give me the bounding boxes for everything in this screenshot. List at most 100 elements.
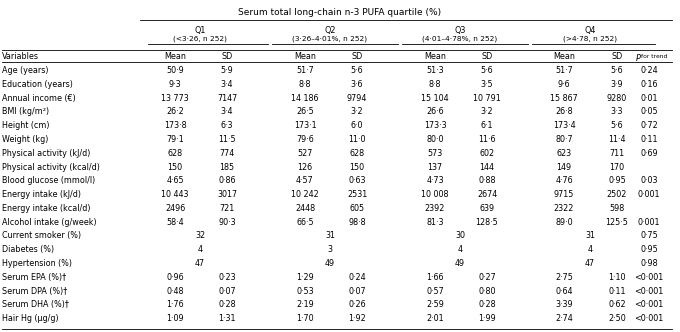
Text: 0·72: 0·72 — [640, 121, 658, 130]
Text: 3·2: 3·2 — [481, 107, 493, 117]
Text: 149: 149 — [556, 163, 572, 172]
Text: 3·6: 3·6 — [351, 80, 363, 89]
Text: Variables: Variables — [2, 52, 39, 61]
Text: 173·3: 173·3 — [424, 121, 446, 130]
Text: 11·5: 11·5 — [218, 135, 236, 144]
Text: Hypertension (%): Hypertension (%) — [2, 259, 72, 268]
Text: 623: 623 — [556, 149, 572, 158]
Text: 2496: 2496 — [165, 204, 185, 213]
Text: 9794: 9794 — [347, 94, 367, 103]
Text: 2·75: 2·75 — [555, 273, 573, 282]
Text: 527: 527 — [297, 149, 313, 158]
Text: 0·57: 0·57 — [426, 287, 444, 295]
Text: 0·64: 0·64 — [556, 287, 573, 295]
Text: 30: 30 — [455, 231, 465, 240]
Text: 66·5: 66·5 — [296, 218, 313, 227]
Text: 0·24: 0·24 — [640, 66, 658, 75]
Text: 4: 4 — [458, 245, 462, 254]
Text: 128·5: 128·5 — [475, 218, 498, 227]
Text: 573: 573 — [427, 149, 443, 158]
Text: 51·3: 51·3 — [426, 66, 444, 75]
Text: 0·63: 0·63 — [348, 176, 366, 185]
Text: 126: 126 — [297, 163, 313, 172]
Text: 1·70: 1·70 — [296, 314, 313, 323]
Text: 5·6: 5·6 — [611, 121, 624, 130]
Text: (>4·78, n 252): (>4·78, n 252) — [563, 35, 617, 42]
Text: 14 186: 14 186 — [291, 94, 319, 103]
Text: 2·50: 2·50 — [608, 314, 626, 323]
Text: 5·9: 5·9 — [220, 66, 233, 75]
Text: 0·48: 0·48 — [166, 287, 184, 295]
Text: 58·4: 58·4 — [166, 218, 184, 227]
Text: Physical activity (kJ/d): Physical activity (kJ/d) — [2, 149, 90, 158]
Text: 2·01: 2·01 — [426, 314, 444, 323]
Text: 0·11: 0·11 — [608, 287, 626, 295]
Text: 10 242: 10 242 — [291, 190, 319, 199]
Text: 90·3: 90·3 — [218, 218, 236, 227]
Text: 2322: 2322 — [554, 204, 574, 213]
Text: 170: 170 — [609, 163, 624, 172]
Text: 2531: 2531 — [347, 190, 367, 199]
Text: 11·6: 11·6 — [478, 135, 496, 144]
Text: 50·9: 50·9 — [166, 66, 184, 75]
Text: 0·28: 0·28 — [218, 300, 236, 309]
Text: 1·92: 1·92 — [348, 314, 366, 323]
Text: 9·3: 9·3 — [169, 80, 182, 89]
Text: 6·0: 6·0 — [351, 121, 363, 130]
Text: 0·16: 0·16 — [641, 80, 658, 89]
Text: 774: 774 — [220, 149, 235, 158]
Text: 11·4: 11·4 — [608, 135, 626, 144]
Text: Annual income (€): Annual income (€) — [2, 94, 75, 103]
Text: Q4: Q4 — [584, 26, 596, 35]
Text: 4·76: 4·76 — [555, 176, 573, 185]
Text: 144: 144 — [479, 163, 494, 172]
Text: 3·4: 3·4 — [221, 107, 233, 117]
Text: 26·6: 26·6 — [426, 107, 444, 117]
Text: 81·3: 81·3 — [426, 218, 444, 227]
Text: SD: SD — [222, 52, 233, 61]
Text: 2·74: 2·74 — [555, 314, 573, 323]
Text: $P$: $P$ — [635, 52, 642, 63]
Text: 628: 628 — [350, 149, 364, 158]
Text: 6·3: 6·3 — [221, 121, 233, 130]
Text: Mean: Mean — [294, 52, 316, 61]
Text: 0·95: 0·95 — [608, 176, 626, 185]
Text: (<3·26, n 252): (<3·26, n 252) — [173, 35, 227, 42]
Text: 79·6: 79·6 — [296, 135, 314, 144]
Text: 3·4: 3·4 — [221, 80, 233, 89]
Text: Mean: Mean — [164, 52, 186, 61]
Text: Education (years): Education (years) — [2, 80, 73, 89]
Text: 0·96: 0·96 — [166, 273, 184, 282]
Text: <0·001: <0·001 — [634, 314, 664, 323]
Text: 9280: 9280 — [607, 94, 627, 103]
Text: 32: 32 — [195, 231, 205, 240]
Text: 2·19: 2·19 — [296, 300, 314, 309]
Text: (4·01–4·78%, n 252): (4·01–4·78%, n 252) — [422, 35, 498, 42]
Text: 125·5: 125·5 — [606, 218, 628, 227]
Text: 0·86: 0·86 — [218, 176, 236, 185]
Text: Mean: Mean — [424, 52, 446, 61]
Text: 79·1: 79·1 — [166, 135, 184, 144]
Text: 0·07: 0·07 — [348, 287, 366, 295]
Text: 3·9: 3·9 — [611, 80, 624, 89]
Text: for trend: for trend — [641, 53, 667, 58]
Text: 0·26: 0·26 — [348, 300, 366, 309]
Text: (3·26–4·01%, n 252): (3·26–4·01%, n 252) — [292, 35, 368, 42]
Text: 150: 150 — [350, 163, 364, 172]
Text: 185: 185 — [220, 163, 235, 172]
Text: 5·6: 5·6 — [611, 66, 624, 75]
Text: 173·8: 173·8 — [164, 121, 186, 130]
Text: Energy intake (kJ/d): Energy intake (kJ/d) — [2, 190, 81, 199]
Text: 0·53: 0·53 — [296, 287, 313, 295]
Text: 3·3: 3·3 — [611, 107, 624, 117]
Text: 1·29: 1·29 — [296, 273, 314, 282]
Text: 0·01: 0·01 — [641, 94, 658, 103]
Text: 11·0: 11·0 — [348, 135, 366, 144]
Text: 0·001: 0·001 — [638, 190, 660, 199]
Text: 4·65: 4·65 — [166, 176, 184, 185]
Text: 49: 49 — [325, 259, 335, 268]
Text: 9·6: 9·6 — [558, 80, 571, 89]
Text: 0·24: 0·24 — [348, 273, 366, 282]
Text: 0·23: 0·23 — [218, 273, 236, 282]
Text: 89·0: 89·0 — [555, 218, 573, 227]
